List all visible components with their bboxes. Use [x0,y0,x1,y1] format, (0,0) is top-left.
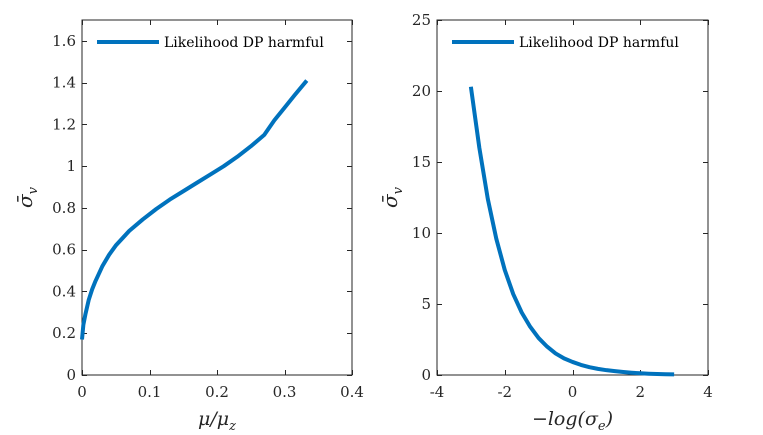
y-tick-label: 0.4 [52,282,76,300]
y-tick-label: 20 [412,82,431,100]
y-tick-label: 1.6 [52,32,76,50]
y-axis-label: σ̄v [13,186,41,208]
y-axis-label-base: σ̄ [13,193,37,208]
x-tick-label: 0.1 [138,383,162,401]
legend-label: Likelihood DP harmful [164,35,324,51]
x-axis-label-base: μ/μ [198,408,229,430]
y-tick-label: 5 [421,295,431,313]
axes-frame [436,19,709,376]
y-tick-label: 25 [412,11,431,29]
y-axis-label-base: σ̄ [378,193,402,208]
left-plot: 0 0.1 0.2 0.3 0.4 0 0.2 0.4 0.6 0.8 1 1.2 1.4 1.6 μ/μz… [13,19,364,434]
x-axis-label-subscript: e [598,419,606,434]
x-axis-label: μ/μz [198,408,236,434]
right-plot: -4 -2 0 2 4 0 5 10 15 20 25 −log(σe) σ̄v Likelihood D… [378,11,713,434]
x-tick-label: 4 [703,383,713,401]
x-tick-label: 0.2 [205,383,229,401]
x-axis-label: −log(σe) [532,408,613,434]
y-tick-label: 0.8 [52,199,76,217]
legend-label: Likelihood DP harmful [519,35,679,51]
y-axis-label-subscript: v [26,186,41,194]
y-tick-label: 1.2 [52,115,76,133]
x-tick-label: 2 [635,383,645,401]
y-tick-label: 1 [66,157,76,175]
x-axis-label-tail: ) [605,408,613,430]
y-axis-label-subscript: v [391,186,406,194]
y-tick-label: 10 [412,224,431,242]
y-tick-label: 0.6 [52,241,76,259]
series-line [80,79,309,340]
x-tick-label: -4 [430,383,445,401]
x-tick-label: -2 [497,383,512,401]
x-tick-label: 0.4 [340,383,364,401]
y-axis-label: σ̄v [378,186,406,208]
y-tick-label: 0 [66,366,76,384]
x-axis-label-base: −log(σ [532,408,599,430]
y-tick-label: 1.4 [52,74,76,92]
x-axis-label-subscript: z [228,419,236,434]
y-tick-label: 0.2 [52,324,76,342]
x-tick-label: 0 [568,383,578,401]
x-tick-label: 0 [77,383,87,401]
y-tick-label: 0 [421,366,431,384]
y-tick-label: 15 [412,153,431,171]
x-tick-label: 0.3 [273,383,297,401]
